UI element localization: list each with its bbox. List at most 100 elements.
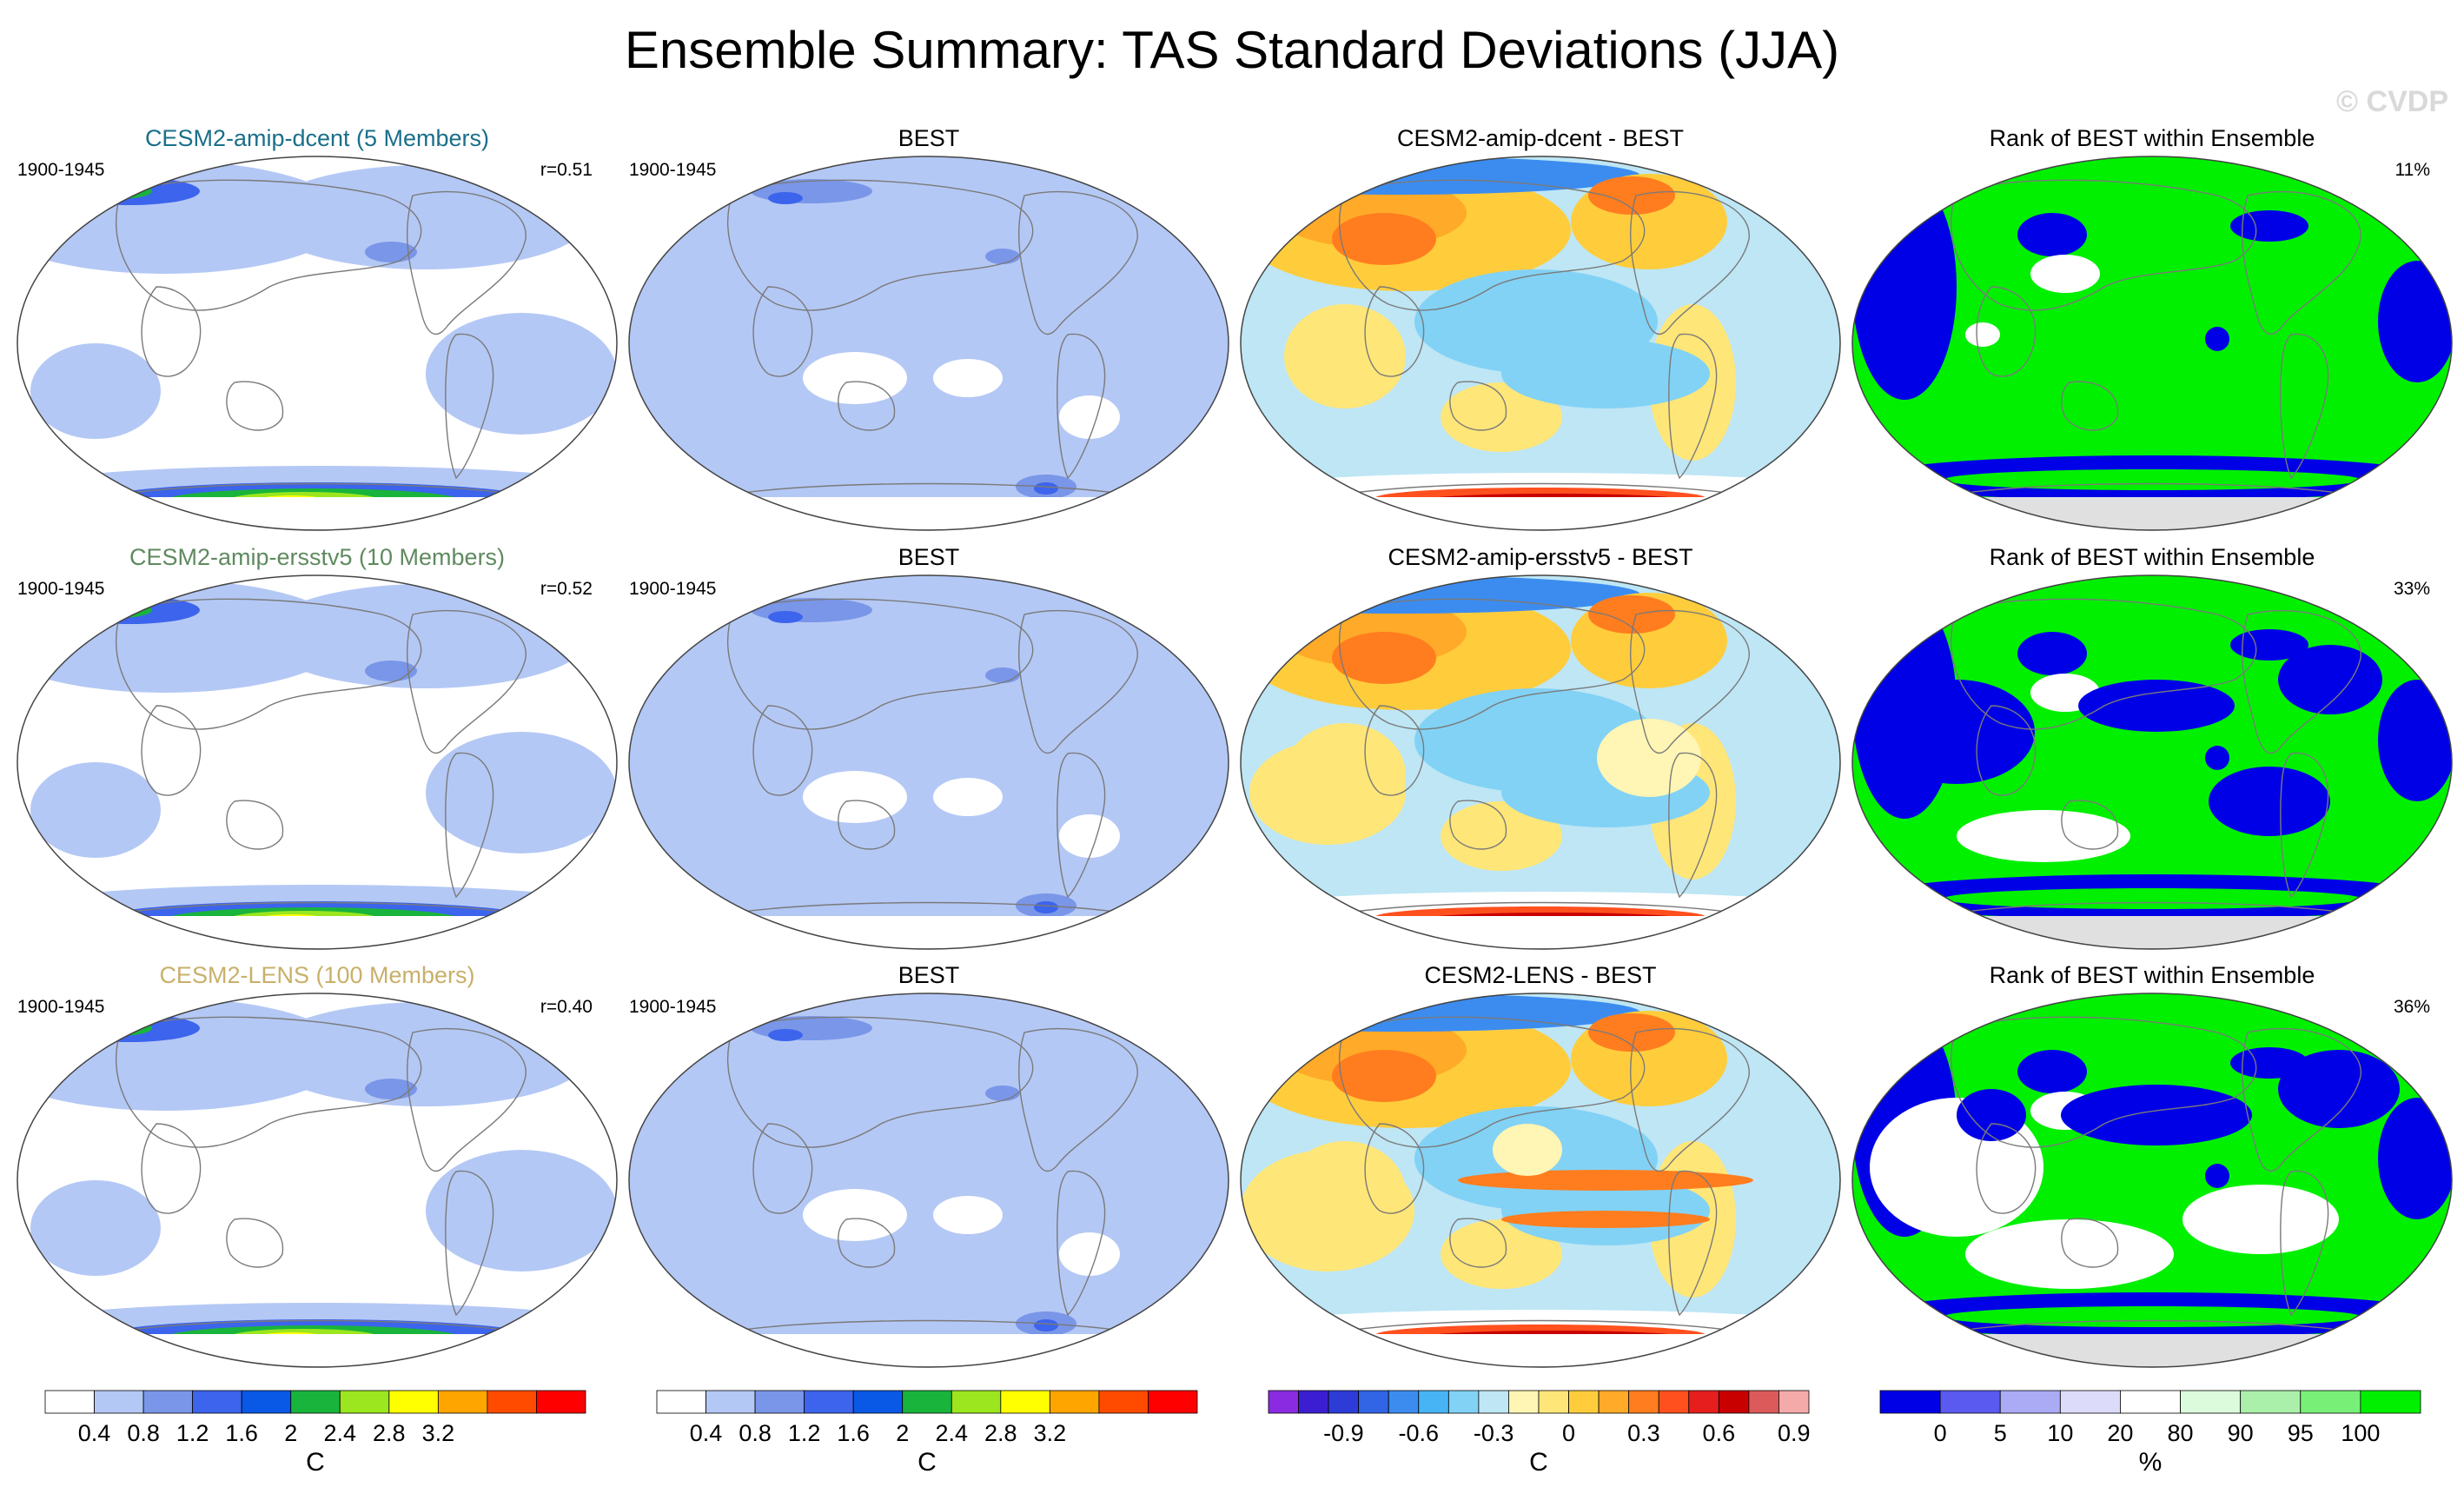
colorbar-swatch bbox=[1388, 1390, 1420, 1414]
ensemble-panel-title: CESM2-LENS (100 Members) bbox=[159, 962, 474, 988]
field-anomaly bbox=[1241, 1150, 1414, 1272]
antarctica-mask bbox=[1852, 497, 2452, 530]
colorbar-swatch bbox=[1778, 1390, 1810, 1414]
colorbar-tick-label: 20 bbox=[2107, 1420, 2133, 1446]
field-anomaly bbox=[1493, 1124, 1562, 1176]
colorbar-unit: C bbox=[306, 1448, 325, 1477]
colorbar-tick-label: 0.6 bbox=[1703, 1420, 1736, 1446]
antarctica-mask bbox=[1852, 1334, 2452, 1367]
field-anomaly bbox=[2378, 261, 2452, 382]
period-label: 1900-1945 bbox=[629, 997, 716, 1017]
colorbar-tick-label: 100 bbox=[2341, 1420, 2380, 1446]
coastline bbox=[1630, 190, 1750, 335]
field-anomaly bbox=[933, 1196, 1003, 1234]
coastline bbox=[2242, 1027, 2361, 1172]
colorbar-row: 0.4 0.8 1.2 1.6 2 2.4 2.8 3.2 C 0.4 0.8 1.2 1.6 2 2.4 2… bbox=[44, 1390, 2421, 1477]
coastline bbox=[838, 381, 896, 431]
coastline bbox=[141, 705, 202, 796]
panel-obs-row1: BEST 1900-1945 bbox=[628, 125, 1229, 531]
colorbar-tick-label: 2 bbox=[284, 1420, 297, 1446]
panel-ensemble-row2: CESM2-amip-ersstv5 (10 Members) 1900-1945… bbox=[17, 544, 618, 950]
coastline bbox=[2061, 800, 2119, 850]
colorbar-swatch bbox=[142, 1390, 194, 1414]
coastline bbox=[1668, 333, 1718, 480]
field-anomaly bbox=[1034, 901, 1058, 913]
coastline bbox=[1449, 381, 1507, 431]
obs-panel-title: BEST bbox=[898, 962, 960, 988]
field-anomaly bbox=[985, 667, 1020, 683]
field-anomaly bbox=[768, 1029, 803, 1041]
coastline bbox=[1018, 1027, 1138, 1172]
field-anomaly bbox=[426, 732, 617, 853]
colorbar-2: 0.4 0.8 1.2 1.6 2 2.4 2.8 3.2 C bbox=[656, 1390, 1198, 1477]
antarctica-mask bbox=[17, 916, 617, 949]
coastline bbox=[1976, 286, 2037, 377]
colorbar-4: 0 5 10 20 80 90 95 100% bbox=[1879, 1390, 2421, 1477]
coastline bbox=[1950, 1016, 2257, 1148]
coastline bbox=[2061, 1218, 2119, 1268]
cvdp-watermark: © CVDP bbox=[2336, 85, 2448, 118]
field-anomaly bbox=[1034, 1319, 1058, 1331]
map-border bbox=[1851, 993, 2453, 1368]
coastline bbox=[752, 1123, 813, 1214]
colorbar-swatch bbox=[754, 1390, 805, 1414]
antarctica-mask bbox=[17, 497, 617, 530]
coastline bbox=[2242, 609, 2361, 754]
field-anomaly bbox=[1284, 304, 1406, 408]
colorbar-swatch bbox=[1418, 1390, 1449, 1414]
coastline bbox=[752, 705, 813, 796]
colorbar-tick-label: 90 bbox=[2228, 1420, 2254, 1446]
colorbar-unit: % bbox=[2139, 1448, 2163, 1477]
colorbar-1: 0.4 0.8 1.2 1.6 2 2.4 2.8 3.2 C bbox=[44, 1390, 586, 1477]
colorbar-swatch bbox=[1999, 1390, 2061, 1414]
colorbar-tick-label: 0.9 bbox=[1778, 1420, 1811, 1446]
coastline bbox=[838, 1218, 896, 1268]
field-anomaly bbox=[2205, 1164, 2229, 1188]
field-anomaly bbox=[2230, 629, 2308, 661]
antarctica-mask bbox=[1241, 497, 1840, 530]
colorbar-tick-label: 2.8 bbox=[373, 1420, 406, 1446]
antarctica-mask bbox=[629, 916, 1229, 949]
field-anomaly bbox=[30, 762, 161, 858]
coastline bbox=[115, 1016, 422, 1148]
field-anomaly bbox=[1332, 632, 1436, 684]
field-anomaly bbox=[1944, 888, 2361, 909]
colorbar-swatch bbox=[94, 1390, 144, 1414]
rank-panel-title: Rank of BEST within Ensemble bbox=[1990, 125, 2315, 151]
colorbar-swatch bbox=[1358, 1390, 1389, 1414]
field-anomaly bbox=[30, 343, 161, 439]
field-anomaly bbox=[261, 165, 591, 269]
panel-grid: CESM2-amip-dcent (5 Members) 1900-1945 r=0… bbox=[17, 125, 2453, 1368]
colorbar-swatch bbox=[1568, 1390, 1600, 1414]
map-border bbox=[1240, 993, 1841, 1368]
field-anomaly bbox=[2278, 645, 2382, 714]
colorbar-tick-label: 1.6 bbox=[225, 1420, 258, 1446]
pattern-correlation: r=0.40 bbox=[540, 997, 593, 1017]
colorbar-swatch bbox=[1718, 1390, 1750, 1414]
coastline bbox=[1338, 1016, 1646, 1148]
colorbar-tick-label: 0.8 bbox=[127, 1420, 160, 1446]
field-anomaly bbox=[985, 249, 1020, 264]
field-anomaly bbox=[1501, 339, 1710, 408]
colorbar-tick-label: -0.3 bbox=[1474, 1420, 1514, 1446]
coastline bbox=[1056, 333, 1106, 480]
coastline bbox=[1449, 800, 1507, 850]
colorbar-swatch bbox=[852, 1390, 904, 1414]
colorbar-swatch bbox=[1598, 1390, 1630, 1414]
panel-diff-row1: CESM2-amip-dcent - BEST bbox=[1240, 125, 1841, 531]
field-anomaly bbox=[803, 352, 907, 404]
rank-percent: 11% bbox=[2395, 160, 2430, 180]
colorbar-swatch bbox=[1538, 1390, 1569, 1414]
coastline bbox=[115, 598, 422, 730]
period-label: 1900-1945 bbox=[629, 160, 716, 180]
field-anomaly bbox=[61, 1014, 200, 1042]
colorbar-swatch bbox=[1148, 1390, 1198, 1414]
field-anomaly bbox=[768, 192, 803, 204]
coastline bbox=[752, 286, 813, 377]
antarctica-mask bbox=[629, 1334, 1229, 1367]
field-anomaly bbox=[1957, 810, 2130, 862]
rank-panel-title: Rank of BEST within Ensemble bbox=[1990, 962, 2315, 988]
map-field bbox=[629, 156, 1229, 530]
coastline bbox=[141, 286, 202, 377]
